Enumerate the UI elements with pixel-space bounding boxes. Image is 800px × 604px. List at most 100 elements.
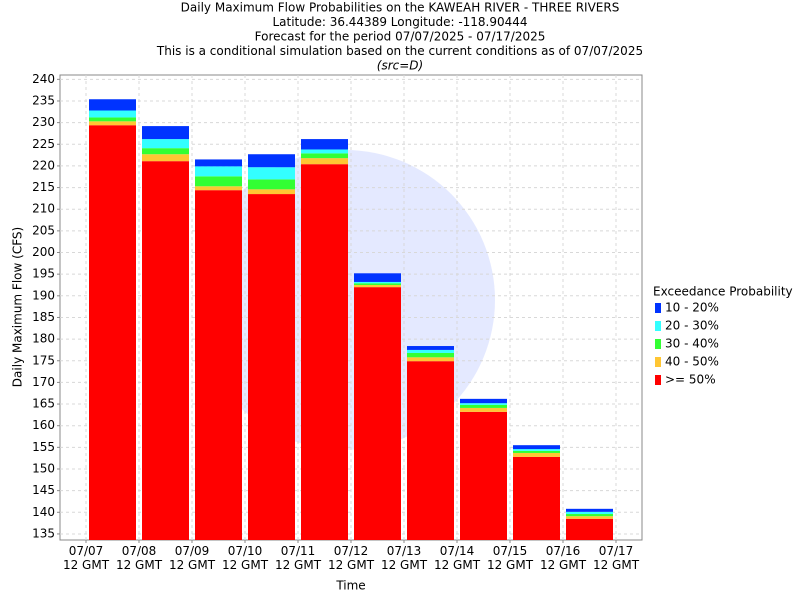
bar-segment [460,411,507,540]
y-tick-label: 200 [32,245,55,259]
bar-segment [195,166,242,177]
bar-segment [248,194,295,540]
y-tick-label: 170 [32,375,55,389]
y-tick-label: 155 [32,440,55,454]
bar-segment [513,452,560,457]
x-tick-label: 07/16 12 GMT [540,544,587,572]
bar-segment [566,518,613,540]
legend-title: Exceedance Probability [653,285,793,299]
y-tick-label: 230 [32,115,55,129]
bar-segment [407,349,454,353]
bar-segment [89,110,136,118]
bar-segment [460,398,507,404]
bar-segment [513,449,560,451]
bar-segment [142,154,189,162]
legend-label: 10 - 20% [665,301,719,315]
bar-segment [248,154,295,168]
bar-segment [354,284,401,288]
x-tick-label: 07/08 12 GMT [116,544,163,572]
titles: Daily Maximum Flow Probabilities on the … [156,1,643,59]
legend-label: 20 - 30% [665,319,719,333]
y-axis-label: Daily Maximum Flow (CFS) [11,227,25,387]
bar-segment [566,516,613,519]
y-tick-label: 210 [32,202,55,216]
y-tick-label: 175 [32,353,55,367]
y-tick-label: 160 [32,418,55,432]
chart-title: Latitude: 36.44389 Longitude: -118.90444 [272,15,527,29]
y-tick-label: 190 [32,288,55,302]
legend-swatch [655,339,661,349]
y-tick-label: 180 [32,332,55,346]
bar-segment [301,139,348,150]
bar-segment [248,167,295,180]
y-tick-label: 140 [32,505,55,519]
y-tick-label: 205 [32,223,55,237]
legend-swatch [655,321,661,331]
y-tick-label: 150 [32,461,55,475]
bar-segment [407,361,454,540]
x-tick-label: 07/13 12 GMT [381,544,428,572]
y-tick-label: 195 [32,267,55,281]
x-axis-label: Time [335,579,365,593]
legend-label: >= 50% [665,373,716,387]
y-tick-label: 225 [32,137,55,151]
legend-swatch [655,375,661,385]
bar-segment [248,189,295,195]
x-tick-label: 07/12 12 GMT [328,544,375,572]
bar-segment [407,346,454,350]
bar-segment [142,139,189,149]
bar-segment [89,99,136,111]
x-tick-label: 07/17 12 GMT [593,544,640,572]
bar-segment [142,161,189,540]
y-tick-label: 215 [32,180,55,194]
x-tick-label: 07/09 12 GMT [169,544,216,572]
legend-swatch [655,357,661,367]
bar-segment [248,179,295,190]
legend-swatch [655,303,661,313]
chart-title: This is a conditional simulation based o… [156,44,643,58]
legend-label: 40 - 50% [665,355,719,369]
y-tick-label: 145 [32,483,55,497]
y-tick-label: 235 [32,93,55,107]
bar-segment [460,407,507,412]
bar-segment [566,511,613,515]
bar-segment [142,126,189,140]
bar-segment [301,158,348,165]
bar-segment [89,121,136,126]
x-tick-label: 07/07 12 GMT [63,544,110,572]
bar-segment [513,445,560,450]
bar-segment [195,176,242,187]
x-tick-label: 07/14 12 GMT [434,544,481,572]
bar-segment [513,450,560,453]
chart-title: Forecast for the period 07/07/2025 - 07/… [255,30,546,44]
y-tick-label: 185 [32,310,55,324]
y-tick-label: 240 [32,72,55,86]
bar-segment [195,186,242,191]
bar-segment [354,283,401,285]
bar-segment [195,190,242,540]
bar-segment [195,159,242,167]
bar-segment [354,273,401,282]
bar-segment [354,287,401,540]
y-tick-label: 135 [32,526,55,540]
y-tick-label: 165 [32,397,55,411]
bar-segment [142,148,189,155]
y-tick-label: 220 [32,158,55,172]
bar-segment [301,149,348,154]
bar-segment [89,117,136,122]
x-tick-label: 07/11 12 GMT [275,544,322,572]
bar-segment [407,357,454,362]
bar-segment [460,403,507,405]
bar-segment [301,164,348,540]
source: (src=D) [377,59,423,73]
bar-segment [354,281,401,284]
bar-segment [89,125,136,541]
bar-segment [566,508,613,512]
chart-title: Daily Maximum Flow Probabilities on the … [181,1,620,15]
x-tick-label: 07/10 12 GMT [222,544,269,572]
bar-segment [407,352,454,358]
bar-segment [566,514,613,517]
bar-segment [301,153,348,159]
legend-label: 30 - 40% [665,337,719,351]
